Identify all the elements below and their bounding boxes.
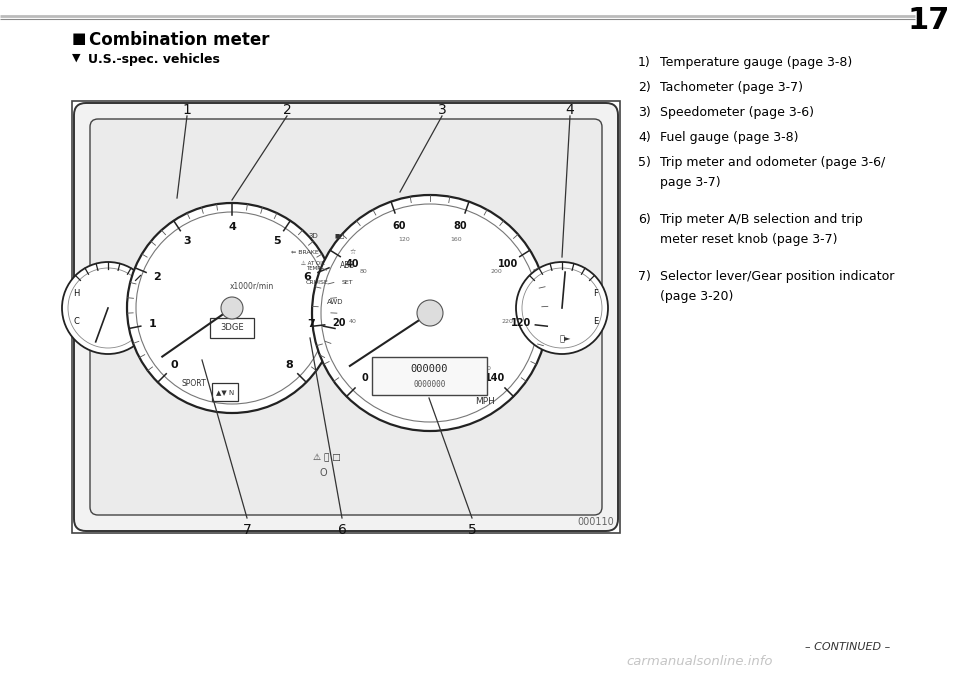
Text: 4: 4 bbox=[565, 103, 574, 117]
Text: 000110: 000110 bbox=[577, 517, 614, 527]
Text: 6: 6 bbox=[303, 272, 311, 282]
Text: 100: 100 bbox=[498, 259, 518, 269]
Text: 40: 40 bbox=[348, 319, 356, 324]
Text: 2): 2) bbox=[638, 81, 651, 94]
Text: ▲▼ N: ▲▼ N bbox=[216, 389, 234, 395]
Text: 0: 0 bbox=[171, 360, 179, 370]
Text: 0000000: 0000000 bbox=[414, 380, 445, 389]
Text: 7): 7) bbox=[638, 270, 651, 283]
Text: 240: 240 bbox=[479, 365, 492, 371]
Text: 80: 80 bbox=[360, 269, 368, 274]
Bar bbox=[210, 318, 254, 338]
Circle shape bbox=[136, 212, 328, 404]
Text: 5): 5) bbox=[638, 156, 651, 169]
Text: Trip meter A/B selection and trip: Trip meter A/B selection and trip bbox=[660, 213, 863, 226]
Text: 60: 60 bbox=[393, 221, 406, 231]
Text: 220: 220 bbox=[501, 319, 514, 324]
Text: Combination meter: Combination meter bbox=[89, 31, 270, 49]
Circle shape bbox=[221, 297, 243, 319]
Circle shape bbox=[417, 300, 443, 326]
Text: (page 3-20): (page 3-20) bbox=[660, 290, 733, 303]
Text: AWD: AWD bbox=[326, 299, 344, 305]
Text: 000000: 000000 bbox=[411, 364, 448, 374]
Text: 3: 3 bbox=[183, 236, 191, 245]
Text: ⚠ ⛽ □: ⚠ ⛽ □ bbox=[313, 454, 341, 462]
Text: SPORT: SPORT bbox=[181, 378, 206, 388]
Text: 0: 0 bbox=[362, 373, 369, 383]
Text: Fuel gauge (page 3-8): Fuel gauge (page 3-8) bbox=[660, 131, 799, 144]
Bar bbox=[72, 101, 620, 533]
Text: ⛽►: ⛽► bbox=[560, 334, 571, 344]
Text: 3DGE: 3DGE bbox=[220, 323, 244, 332]
Text: ⇐ BRAKE: ⇐ BRAKE bbox=[291, 250, 319, 254]
Text: 3): 3) bbox=[638, 106, 651, 119]
Text: x1000r/min: x1000r/min bbox=[229, 281, 275, 290]
Text: U.S.-spec. vehicles: U.S.-spec. vehicles bbox=[88, 53, 220, 66]
Text: 5: 5 bbox=[468, 523, 476, 537]
Bar bbox=[212, 383, 238, 401]
Text: 120: 120 bbox=[398, 237, 410, 242]
Text: 4): 4) bbox=[638, 131, 651, 144]
Text: Trip meter and odometer (page 3-6/: Trip meter and odometer (page 3-6/ bbox=[660, 156, 885, 169]
Text: 1: 1 bbox=[149, 319, 156, 329]
Text: ▼: ▼ bbox=[72, 53, 81, 63]
Bar bbox=[372, 357, 487, 395]
Text: 17: 17 bbox=[907, 6, 950, 35]
Text: ☆: ☆ bbox=[349, 249, 356, 255]
Text: ABS: ABS bbox=[340, 262, 354, 271]
Text: Temperature gauge (page 3-8): Temperature gauge (page 3-8) bbox=[660, 56, 852, 69]
Text: MPH: MPH bbox=[475, 397, 495, 405]
Text: E: E bbox=[593, 317, 599, 327]
Text: 8: 8 bbox=[285, 360, 293, 370]
Circle shape bbox=[522, 268, 602, 348]
Text: – CONTINUED –: – CONTINUED – bbox=[804, 642, 890, 652]
Text: CRUISE: CRUISE bbox=[305, 281, 328, 285]
Text: 7: 7 bbox=[243, 523, 252, 537]
Text: C: C bbox=[73, 317, 79, 327]
Text: ⚠ AT OIL
TEMP: ⚠ AT OIL TEMP bbox=[301, 260, 324, 271]
Text: 5: 5 bbox=[274, 236, 281, 245]
Text: 200: 200 bbox=[491, 269, 502, 274]
Text: 120: 120 bbox=[512, 318, 532, 328]
Text: 4: 4 bbox=[228, 222, 236, 232]
Text: 0: 0 bbox=[372, 365, 376, 371]
Circle shape bbox=[127, 203, 337, 413]
Text: meter reset knob (page 3-7): meter reset knob (page 3-7) bbox=[660, 233, 837, 246]
Text: Speedometer (page 3-6): Speedometer (page 3-6) bbox=[660, 106, 814, 119]
FancyBboxPatch shape bbox=[90, 119, 602, 515]
Text: 80: 80 bbox=[453, 221, 468, 231]
Text: SET: SET bbox=[341, 281, 353, 285]
Text: 160: 160 bbox=[450, 237, 462, 242]
Text: carmanualsonline.info: carmanualsonline.info bbox=[627, 655, 773, 668]
Text: 7: 7 bbox=[307, 319, 315, 329]
Text: F: F bbox=[593, 290, 598, 298]
Text: 6): 6) bbox=[638, 213, 651, 226]
Text: 40: 40 bbox=[346, 259, 359, 269]
FancyBboxPatch shape bbox=[74, 103, 618, 531]
Text: 2: 2 bbox=[282, 103, 292, 117]
Text: 2: 2 bbox=[154, 272, 161, 282]
Text: 3D: 3D bbox=[308, 233, 318, 239]
Text: 1: 1 bbox=[182, 103, 191, 117]
Text: 3: 3 bbox=[438, 103, 446, 117]
Circle shape bbox=[68, 268, 148, 348]
Circle shape bbox=[312, 195, 548, 431]
Circle shape bbox=[321, 204, 539, 422]
Text: H: H bbox=[73, 290, 79, 298]
Text: Tachometer (page 3-7): Tachometer (page 3-7) bbox=[660, 81, 803, 94]
Text: 1): 1) bbox=[638, 56, 651, 69]
Text: 6: 6 bbox=[338, 523, 347, 537]
Circle shape bbox=[62, 262, 154, 354]
Circle shape bbox=[516, 262, 608, 354]
Text: 20: 20 bbox=[332, 318, 346, 328]
Text: page 3-7): page 3-7) bbox=[660, 176, 721, 189]
Text: ■□: ■□ bbox=[335, 233, 346, 239]
Text: ■: ■ bbox=[72, 31, 86, 46]
Text: 140: 140 bbox=[485, 373, 505, 383]
Text: O: O bbox=[319, 468, 326, 478]
Text: Selector lever/Gear position indicator: Selector lever/Gear position indicator bbox=[660, 270, 895, 283]
